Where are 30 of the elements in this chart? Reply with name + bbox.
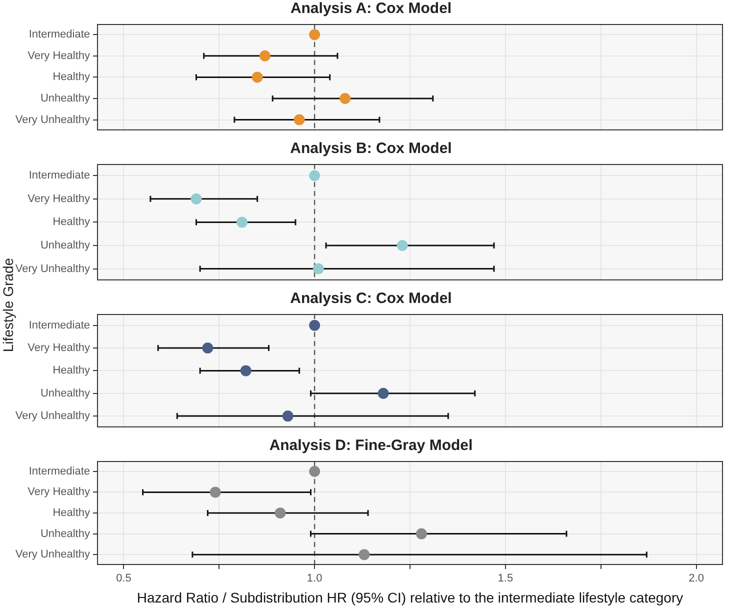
- y-tick-label: Very Unhealthy: [15, 114, 90, 126]
- y-tick-label: Unhealthy: [40, 92, 90, 105]
- y-tick-label: Unhealthy: [40, 387, 90, 400]
- y-tick-label: Unhealthy: [40, 528, 90, 540]
- y-tick-label: Very Healthy: [28, 50, 90, 62]
- y-tick-label: Very Unhealthy: [15, 410, 90, 422]
- y-tick-label: Healthy: [52, 507, 90, 520]
- y-tick-label: Intermediate: [28, 319, 90, 332]
- x-tick-label: 2.0: [688, 572, 704, 585]
- x-tick-label: 1.0: [306, 572, 322, 585]
- y-tick-label: Healthy: [52, 216, 90, 228]
- y-tick-label: Very Unhealthy: [15, 548, 90, 561]
- x-axis-title: Hazard Ratio / Subdistribution HR (95% CI) relative to the intermediate lifestyle category: [136, 589, 684, 606]
- y-tick-label: Healthy: [52, 71, 90, 84]
- y-tick-label: Intermediate: [28, 170, 90, 182]
- y-tick-label: Very Healthy: [28, 486, 90, 498]
- y-tick-label: Intermediate: [28, 465, 90, 478]
- y-tick-label: Very Healthy: [28, 192, 90, 205]
- x-tick-label: 1.5: [498, 572, 514, 585]
- chart-title: Analysis C: Cox Model: [290, 290, 452, 308]
- y-tick-label: Healthy: [52, 364, 90, 377]
- chart-title: Analysis B: Cox Model: [290, 140, 452, 158]
- y-axis-title: Lifestyle Grade: [0, 256, 16, 354]
- x-tick-label: 0.5: [116, 572, 132, 585]
- y-tick-label: Unhealthy: [40, 240, 90, 252]
- y-tick-label: Intermediate: [28, 28, 90, 41]
- chart-title: Analysis A: Cox Model: [290, 0, 452, 18]
- y-tick-label: Very Unhealthy: [15, 262, 90, 275]
- y-tick-label: Very Healthy: [28, 342, 90, 354]
- chart-title: Analysis D: Fine-Gray Model: [269, 437, 473, 454]
